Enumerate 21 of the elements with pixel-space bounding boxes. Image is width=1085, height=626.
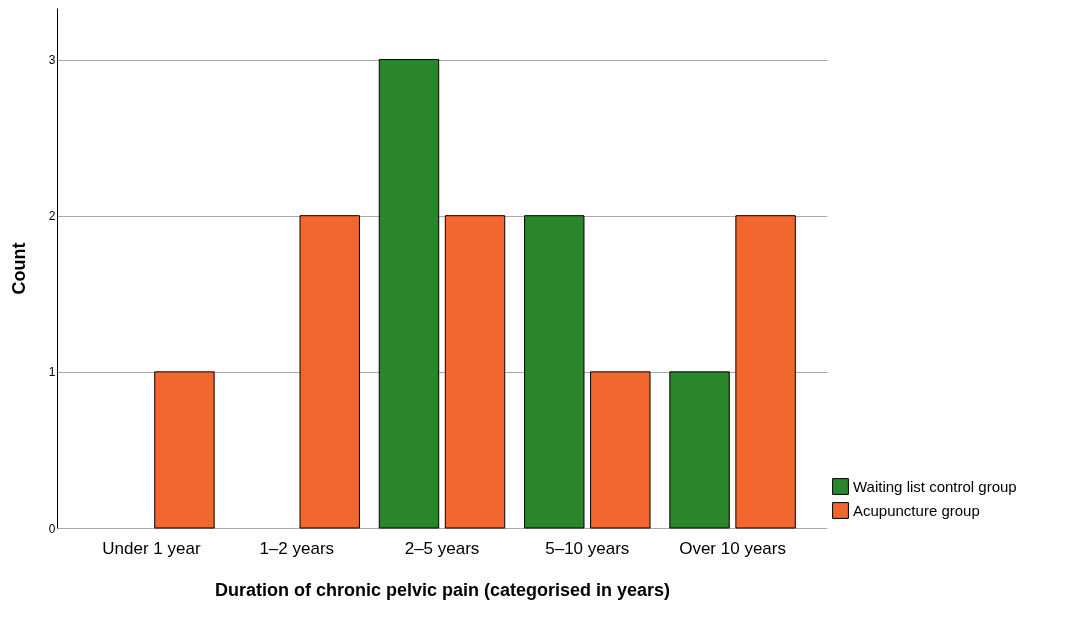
bar	[524, 215, 585, 529]
bar	[154, 371, 215, 529]
bar	[378, 59, 440, 529]
x-tick-label: 2–5 years	[404, 538, 480, 558]
x-tick-label: Over 10 years	[679, 538, 786, 558]
y-tick-label: 3	[48, 53, 56, 68]
x-tick-label: 5–10 years	[545, 538, 630, 558]
bar	[299, 215, 360, 529]
x-axis-title: Duration of chronic pelvic pain (categorised in years)	[214, 579, 671, 600]
bar	[590, 371, 651, 529]
y-tick-label: 1	[48, 365, 56, 380]
legend-label: Waiting list control group	[853, 477, 1017, 495]
bar	[444, 215, 506, 529]
bar	[669, 371, 730, 529]
y-tick-label: 2	[48, 209, 56, 224]
y-axis-title: Count	[8, 242, 29, 295]
x-tick-label: 1–2 years	[259, 538, 335, 558]
legend-label: Acupuncture group	[853, 501, 980, 519]
y-tick-label: 0	[48, 521, 56, 536]
bar	[735, 215, 796, 529]
x-tick-label: Under 1 year	[102, 538, 201, 558]
